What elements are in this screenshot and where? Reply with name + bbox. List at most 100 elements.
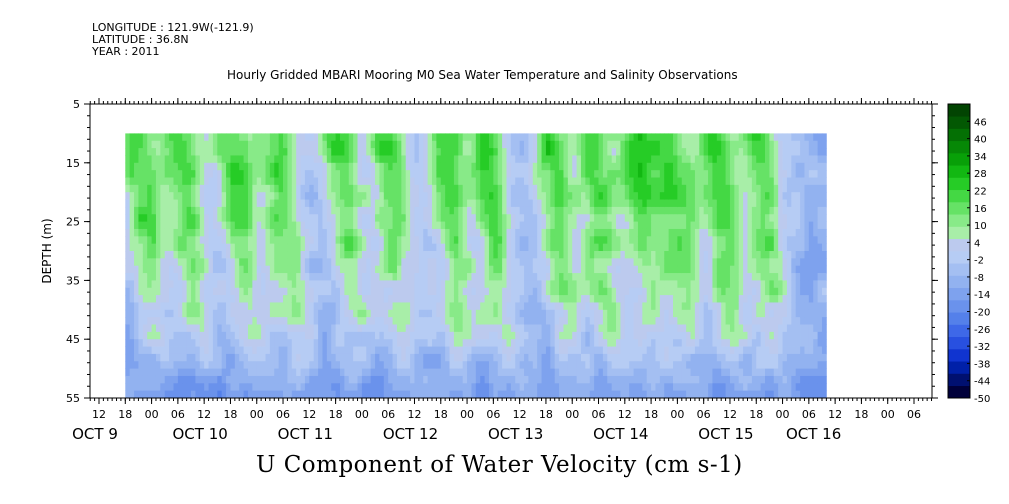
heatmap-cell xyxy=(405,148,411,156)
heatmap-cell xyxy=(164,273,170,281)
heatmap-cell xyxy=(138,177,144,186)
heatmap-cell xyxy=(585,353,591,362)
heatmap-cell xyxy=(195,324,201,333)
heatmap-cell xyxy=(475,265,481,274)
heatmap-cell xyxy=(182,206,188,215)
heatmap-cell xyxy=(353,221,358,230)
heatmap-cell xyxy=(291,236,297,245)
heatmap-cell xyxy=(502,133,507,142)
heatmap-cell xyxy=(541,133,547,142)
heatmap-cell xyxy=(475,273,481,281)
heatmap-cell xyxy=(721,302,726,311)
heatmap-cell xyxy=(414,140,420,149)
heatmap-cell xyxy=(432,170,437,178)
heatmap-cell xyxy=(418,324,424,333)
heatmap-cell xyxy=(392,368,398,377)
heatmap-cell xyxy=(129,155,135,164)
heatmap-cell xyxy=(497,309,503,318)
heatmap-cell xyxy=(353,383,358,392)
heatmap-cell xyxy=(182,339,188,347)
heatmap-cell xyxy=(611,243,617,252)
heatmap-cell xyxy=(716,353,722,362)
heatmap-cell xyxy=(458,221,464,230)
heatmap-cell xyxy=(528,353,534,362)
heatmap-cell xyxy=(721,361,726,369)
heatmap-cell xyxy=(497,228,503,237)
heatmap-cell xyxy=(467,155,472,164)
heatmap-cell xyxy=(230,280,236,289)
heatmap-cell xyxy=(243,265,249,274)
heatmap-cell xyxy=(322,221,328,230)
heatmap-cell xyxy=(633,155,639,164)
heatmap-cell xyxy=(440,331,446,340)
heatmap-cell xyxy=(545,243,551,252)
heatmap-cell xyxy=(602,221,608,230)
heatmap-cell xyxy=(655,258,661,267)
heatmap-cell xyxy=(598,273,604,281)
heatmap-cell xyxy=(142,162,148,171)
heatmap-cell xyxy=(383,214,389,222)
heatmap-cell xyxy=(195,346,201,355)
heatmap-cell xyxy=(147,221,152,230)
heatmap-cell xyxy=(147,133,152,142)
heatmap-cell xyxy=(690,214,696,222)
heatmap-cell xyxy=(729,243,735,252)
heatmap-cell xyxy=(401,295,407,303)
heatmap-cell xyxy=(633,280,639,289)
heatmap-cell xyxy=(348,339,354,347)
heatmap-cell xyxy=(620,258,626,267)
heatmap-cell xyxy=(673,302,678,311)
heatmap-cell xyxy=(155,390,161,399)
heatmap-cell xyxy=(471,390,477,399)
heatmap-cell xyxy=(304,383,310,392)
heatmap-cell xyxy=(410,302,415,311)
heatmap-cell xyxy=(322,346,328,355)
heatmap-cell xyxy=(659,361,665,369)
heatmap-cell xyxy=(173,214,179,222)
heatmap-cell xyxy=(344,353,350,362)
heatmap-cell xyxy=(585,206,591,215)
heatmap-cell xyxy=(721,155,726,164)
heatmap-cell xyxy=(567,302,573,311)
heatmap-cell xyxy=(712,273,718,281)
heatmap-cell xyxy=(296,206,301,215)
heatmap-cell xyxy=(291,287,297,296)
heatmap-cell xyxy=(616,192,621,200)
heatmap-cell xyxy=(729,214,735,222)
heatmap-cell xyxy=(160,309,166,318)
heatmap-cell xyxy=(142,375,148,384)
heatmap-cell xyxy=(721,162,726,171)
heatmap-cell xyxy=(291,228,297,237)
heatmap-cell xyxy=(708,221,713,230)
heatmap-cell xyxy=(567,295,573,303)
heatmap-cell xyxy=(545,148,551,156)
heatmap-cell xyxy=(602,317,608,325)
heatmap-cell xyxy=(300,353,306,362)
heatmap-cell xyxy=(129,339,135,347)
heatmap-cell xyxy=(195,162,201,171)
heatmap-cell xyxy=(396,148,402,156)
heatmap-cell xyxy=(462,368,468,377)
heatmap-cell xyxy=(572,192,578,200)
heatmap-cell xyxy=(304,184,310,193)
heatmap-cell xyxy=(392,375,398,384)
heatmap-cell xyxy=(712,361,718,369)
heatmap-cell xyxy=(348,133,354,142)
heatmap-cell xyxy=(502,184,507,193)
heatmap-cell xyxy=(545,273,551,281)
heatmap-cell xyxy=(563,206,569,215)
heatmap-cell xyxy=(318,353,323,362)
heatmap-cell xyxy=(396,228,402,237)
heatmap-cell xyxy=(708,287,713,296)
heatmap-cell xyxy=(729,236,735,245)
heatmap-cell xyxy=(629,302,634,311)
heatmap-cell xyxy=(230,162,236,171)
heatmap-cell xyxy=(247,309,253,318)
heatmap-cell xyxy=(668,214,674,222)
heatmap-cell xyxy=(686,177,691,186)
heatmap-cell xyxy=(239,140,244,149)
heatmap-cell xyxy=(186,309,192,318)
heatmap-cell xyxy=(506,346,512,355)
heatmap-cell xyxy=(344,214,350,222)
heatmap-cell xyxy=(322,273,328,281)
